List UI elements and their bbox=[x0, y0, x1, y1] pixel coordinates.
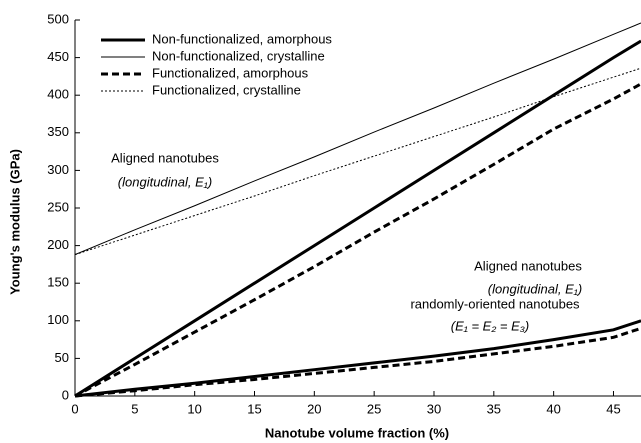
line bbox=[74, 22, 641, 256]
line bbox=[74, 39, 641, 398]
line bbox=[74, 82, 641, 398]
y-tick-label: 50 bbox=[55, 350, 69, 365]
x-tick-label: 35 bbox=[487, 401, 501, 416]
annotation: (longitudinal, E₁) bbox=[488, 281, 582, 296]
legend-label: Functionalized, crystalline bbox=[152, 82, 301, 97]
y-tick-label: 500 bbox=[47, 11, 69, 26]
annotation: randomly-oriented nanotubes bbox=[410, 296, 580, 311]
x-tick-label: 45 bbox=[606, 401, 620, 416]
y-tick-label: 200 bbox=[47, 237, 69, 252]
x-tick-label: 30 bbox=[427, 401, 441, 416]
x-tick-label: 15 bbox=[247, 401, 261, 416]
y-axis-label: Young's modulus (GPa) bbox=[7, 149, 22, 295]
x-tick-label: 0 bbox=[71, 401, 78, 416]
y-tick-label: 100 bbox=[47, 312, 69, 327]
y-tick-label: 350 bbox=[47, 124, 69, 139]
annotation: (longitudinal, E₁) bbox=[118, 174, 212, 189]
legend-label: Functionalized, amorphous bbox=[152, 65, 309, 80]
y-tick-label: 250 bbox=[47, 199, 69, 214]
annotation: Aligned nanotubes bbox=[111, 150, 219, 165]
legend-label: Non-functionalized, crystalline bbox=[152, 48, 325, 63]
y-tick-label: 0 bbox=[62, 387, 69, 402]
x-axis-label: Nanotube volume fraction (%) bbox=[265, 425, 449, 440]
y-tick-label: 150 bbox=[47, 275, 69, 290]
line bbox=[74, 319, 641, 398]
y-tick-label: 300 bbox=[47, 162, 69, 177]
annotation: Aligned nanotubes bbox=[474, 258, 582, 273]
line bbox=[74, 326, 641, 398]
y-tick-label: 450 bbox=[47, 49, 69, 64]
annotation: (E₁ = E₂ = E₃) bbox=[451, 318, 530, 333]
line bbox=[74, 67, 641, 256]
legend-label: Non-functionalized, amorphous bbox=[152, 31, 332, 46]
x-tick-label: 25 bbox=[367, 401, 381, 416]
y-tick-label: 400 bbox=[47, 87, 69, 102]
x-tick-label: 20 bbox=[307, 401, 321, 416]
x-tick-label: 10 bbox=[187, 401, 201, 416]
x-tick-label: 40 bbox=[546, 401, 560, 416]
x-tick-label: 5 bbox=[131, 401, 138, 416]
